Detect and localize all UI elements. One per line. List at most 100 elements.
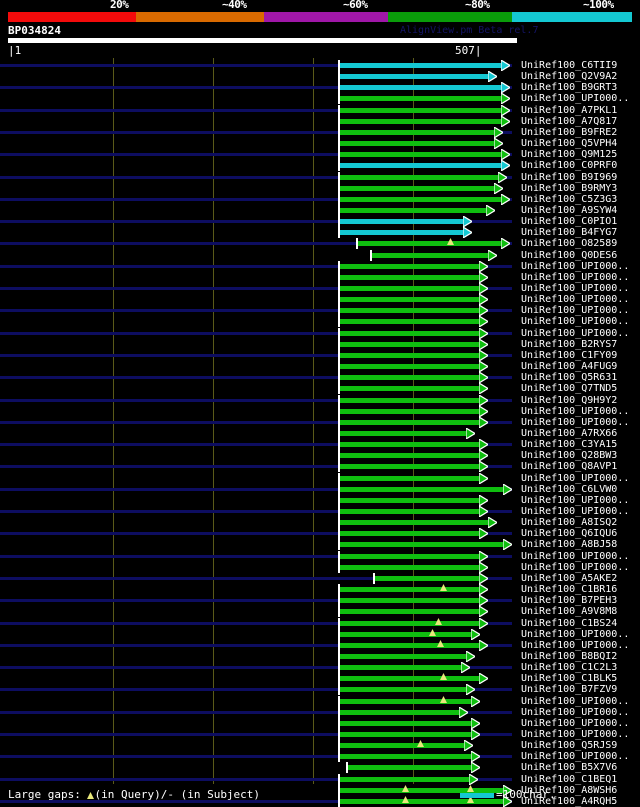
alignment-row[interactable] — [0, 717, 640, 729]
alignment-row[interactable] — [0, 427, 640, 439]
alignment-hit-label[interactable]: UniRef100_C5Z3G3 — [521, 193, 618, 205]
alignment-hit-label[interactable]: UniRef100_C1BR16 — [521, 584, 618, 596]
alignment-hit-label[interactable]: UniRef100_Q9H9Y2 — [521, 394, 618, 406]
alignment-row[interactable] — [0, 572, 640, 584]
alignment-row[interactable] — [0, 372, 640, 384]
alignment-row[interactable] — [0, 405, 640, 417]
alignment-row[interactable] — [0, 472, 640, 484]
alignment-row[interactable] — [0, 706, 640, 718]
alignment-hit-label[interactable]: UniRef100_C6LVW0 — [521, 483, 618, 495]
alignment-hit-label[interactable]: UniRef100_UPI000.. — [521, 506, 630, 517]
alignment-hit-label[interactable]: UniRef100_UPI000.. — [521, 416, 630, 428]
alignment-row[interactable] — [0, 762, 640, 774]
alignment-row[interactable] — [0, 450, 640, 462]
alignment-row[interactable] — [0, 550, 640, 562]
alignment-row[interactable] — [0, 204, 640, 216]
alignment-row[interactable] — [0, 283, 640, 294]
alignment-hit-label[interactable]: UniRef100_A7RX66 — [521, 427, 618, 439]
alignment-hit-label[interactable]: UniRef100_Q5VPH4 — [521, 138, 618, 150]
alignment-hit-label[interactable]: UniRef100_UPI000.. — [521, 405, 630, 417]
alignment-hit-label[interactable]: UniRef100_A4RQH5 — [521, 795, 618, 807]
alignment-hit-label[interactable]: UniRef100_UPI000.. — [521, 283, 630, 294]
alignment-hit-label[interactable]: UniRef100_B9I969 — [521, 171, 618, 183]
alignment-row[interactable] — [0, 383, 640, 395]
alignment-hit-label[interactable]: UniRef100_O82589 — [521, 238, 618, 250]
alignment-hit-label[interactable]: UniRef100_A5AKE2 — [521, 572, 618, 584]
alignment-row[interactable] — [0, 506, 640, 517]
alignment-row[interactable] — [0, 494, 640, 506]
alignment-hit-label[interactable]: UniRef100_B7FZV9 — [521, 684, 618, 696]
alignment-hit-label[interactable]: UniRef100_A7Q817 — [521, 115, 618, 127]
alignment-hit-label[interactable]: UniRef100_UPI000.. — [521, 93, 630, 105]
alignment-hit-label[interactable]: UniRef100_UPI000.. — [521, 729, 630, 740]
alignment-row[interactable] — [0, 584, 640, 596]
alignment-hit-label[interactable]: UniRef100_UPI000.. — [521, 706, 630, 718]
alignment-hit-label[interactable]: UniRef100_A4FUG9 — [521, 361, 618, 373]
alignment-hit-label[interactable]: UniRef100_UPI000.. — [521, 305, 630, 317]
alignment-row[interactable] — [0, 650, 640, 662]
alignment-hit-label[interactable]: UniRef100_C1FY09 — [521, 349, 618, 361]
alignment-row[interactable] — [0, 684, 640, 696]
alignment-hit-label[interactable]: UniRef100_Q2V9A2 — [521, 71, 618, 83]
alignment-hit-label[interactable]: UniRef100_B9RMY3 — [521, 182, 618, 194]
alignment-row[interactable] — [0, 751, 640, 763]
alignment-row[interactable] — [0, 606, 640, 618]
alignment-hit-label[interactable]: UniRef100_A8ISQ2 — [521, 517, 618, 529]
alignment-hit-label[interactable]: UniRef100_A7PKL1 — [521, 104, 618, 116]
alignment-hit-label[interactable]: UniRef100_UPI000.. — [521, 561, 630, 573]
alignment-hit-label[interactable]: UniRef100_UPI000.. — [521, 316, 630, 328]
alignment-row[interactable] — [0, 104, 640, 116]
alignment-row[interactable] — [0, 305, 640, 317]
alignment-row[interactable] — [0, 171, 640, 183]
alignment-row[interactable] — [0, 617, 640, 629]
alignment-row[interactable] — [0, 416, 640, 428]
alignment-row[interactable] — [0, 439, 640, 451]
alignment-row[interactable] — [0, 260, 640, 272]
alignment-hit-label[interactable]: UniRef100_C0PRF0 — [521, 160, 618, 172]
alignment-hit-label[interactable]: UniRef100_UPI000.. — [521, 271, 630, 283]
alignment-hit-label[interactable]: UniRef100_UPI000.. — [521, 639, 630, 651]
alignment-row[interactable] — [0, 71, 640, 83]
alignment-row[interactable] — [0, 349, 640, 361]
alignment-row[interactable] — [0, 662, 640, 674]
alignment-hit-label[interactable]: UniRef100_UPI000.. — [521, 695, 630, 707]
alignment-hit-label[interactable]: UniRef100_A9V8M8 — [521, 606, 618, 618]
alignment-hit-label[interactable]: UniRef100_UPI000.. — [521, 327, 630, 339]
alignment-row[interactable] — [0, 216, 640, 228]
alignment-row[interactable] — [0, 327, 640, 339]
alignment-row[interactable] — [0, 539, 640, 551]
alignment-row[interactable] — [0, 695, 640, 707]
alignment-row[interactable] — [0, 294, 640, 306]
alignment-hit-label[interactable]: UniRef100_Q5R631 — [521, 372, 618, 384]
alignment-hit-label[interactable]: UniRef100_Q8AVP1 — [521, 461, 618, 473]
alignment-hit-label[interactable]: UniRef100_UPI000.. — [521, 717, 630, 729]
alignment-hit-label[interactable]: UniRef100_A8WSH6 — [521, 784, 618, 796]
alignment-row[interactable] — [0, 461, 640, 473]
alignment-hit-label[interactable]: UniRef100_Q28BW3 — [521, 450, 618, 462]
alignment-hit-label[interactable]: UniRef100_UPI000.. — [521, 294, 630, 306]
alignment-row[interactable] — [0, 182, 640, 194]
alignment-hit-label[interactable]: UniRef100_UPI000.. — [521, 494, 630, 506]
alignment-row[interactable] — [0, 93, 640, 105]
alignment-row[interactable] — [0, 528, 640, 540]
alignment-hit-label[interactable]: UniRef100_B9GRT3 — [521, 82, 618, 94]
alignment-hit-label[interactable]: UniRef100_B2RYS7 — [521, 338, 618, 350]
alignment-row[interactable] — [0, 271, 640, 283]
alignment-hit-label[interactable]: UniRef100_C1C2L3 — [521, 662, 618, 674]
alignment-row[interactable] — [0, 361, 640, 373]
alignment-hit-label[interactable]: UniRef100_A8BJ58 — [521, 539, 618, 551]
alignment-hit-label[interactable]: UniRef100_C1BEQ1 — [521, 773, 618, 785]
alignment-row[interactable] — [0, 338, 640, 350]
alignment-hit-label[interactable]: UniRef100_C0PIO1 — [521, 216, 618, 228]
alignment-row[interactable] — [0, 795, 640, 807]
alignment-row[interactable] — [0, 561, 640, 573]
alignment-row[interactable] — [0, 227, 640, 239]
alignment-row[interactable] — [0, 394, 640, 406]
alignment-row[interactable] — [0, 773, 640, 785]
alignment-hit-label[interactable]: UniRef100_B8BQI2 — [521, 650, 618, 662]
alignment-row[interactable] — [0, 60, 640, 71]
alignment-hit-label[interactable]: UniRef100_UPI000.. — [521, 628, 630, 640]
alignment-hit-label[interactable]: UniRef100_Q0DES6 — [521, 249, 618, 261]
alignment-hit-label[interactable]: UniRef100_Q5RJS9 — [521, 740, 618, 752]
alignment-row[interactable] — [0, 160, 640, 172]
